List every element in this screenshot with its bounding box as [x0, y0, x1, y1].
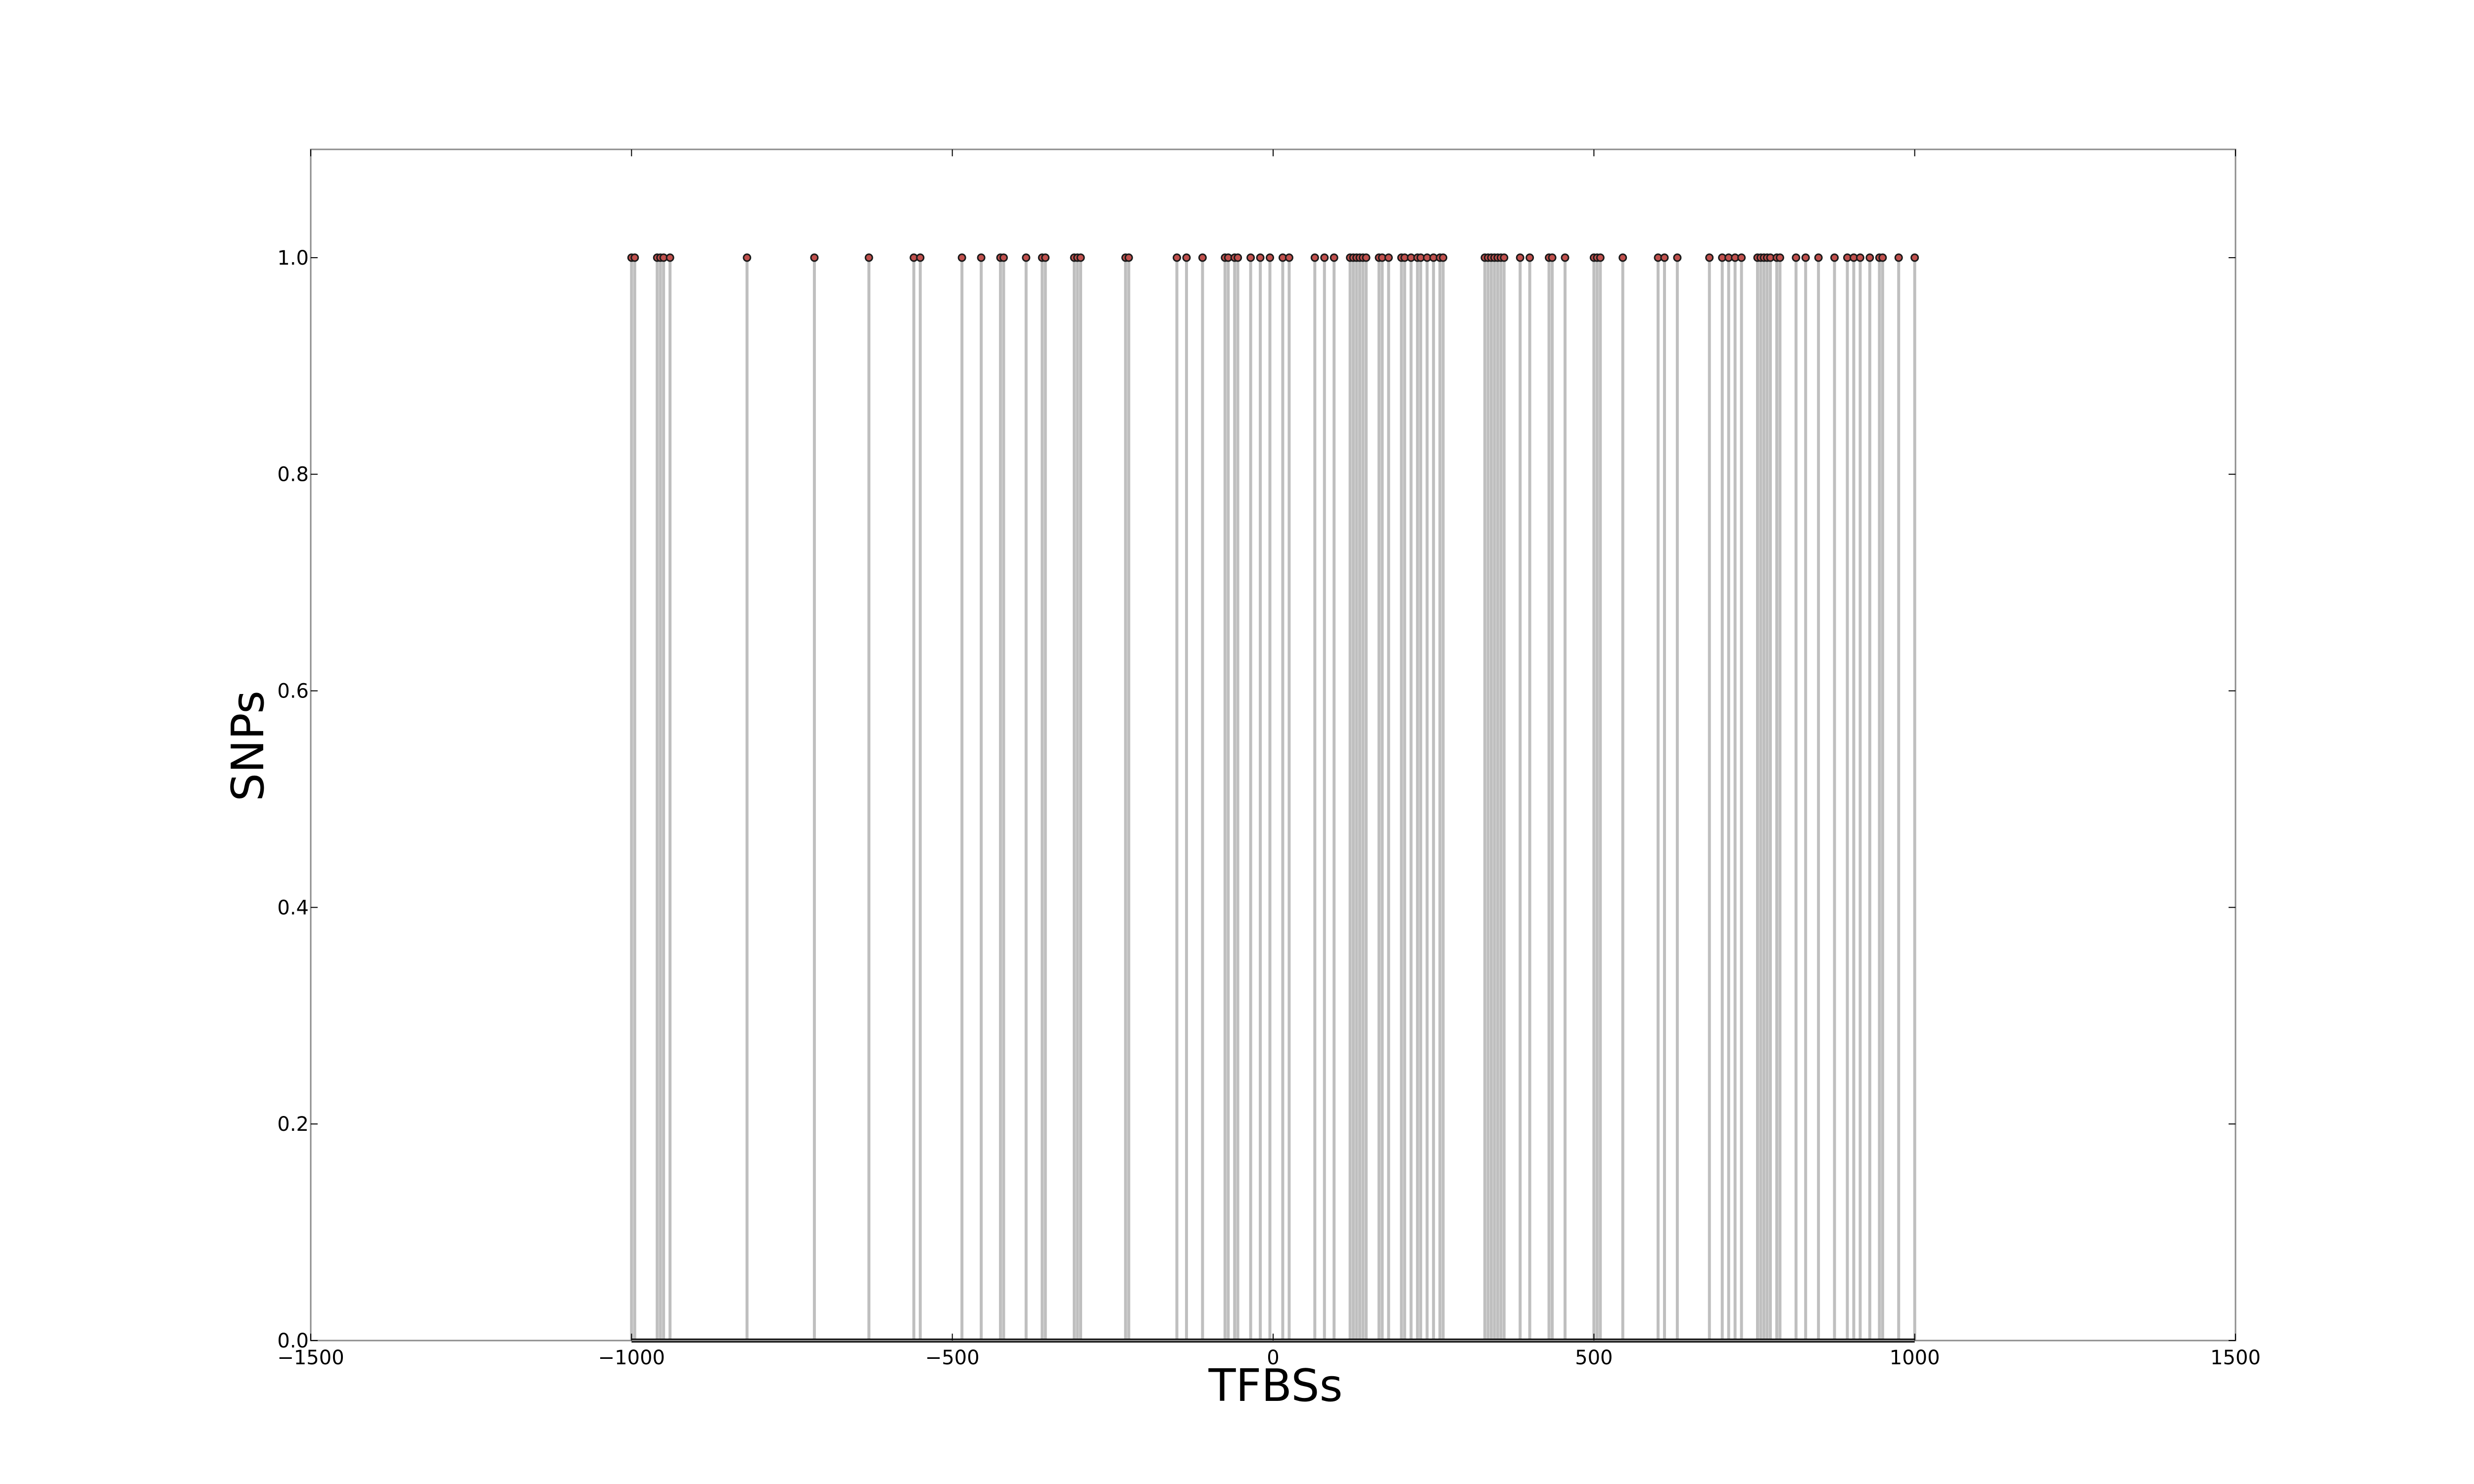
stem-marker [1910, 253, 1919, 262]
stem-marker [1439, 253, 1448, 262]
stem-marker [977, 253, 986, 262]
stem-marker [1596, 253, 1605, 262]
stem-markers [627, 253, 1919, 262]
stem-marker [1173, 253, 1181, 262]
stem-marker [1878, 253, 1887, 262]
stem-marker [1500, 253, 1509, 262]
stem-marker [999, 253, 1008, 262]
y-tick-label: 0.6 [277, 680, 309, 703]
stem-marker [1705, 253, 1714, 262]
axis-ticks: −1500 −1000 −500 0 500 1000 1500 0.0 0.2 0.4 0.6 0.… [277, 149, 2261, 1369]
stem-marker [864, 253, 873, 262]
stem-marker [1266, 253, 1275, 262]
x-tick-label: 500 [1575, 1346, 1613, 1369]
stem-marker [810, 253, 819, 262]
stem-marker [1285, 253, 1293, 262]
x-tick-label: −1000 [598, 1346, 665, 1369]
stem-marker [1856, 253, 1864, 262]
stem-marker [1076, 253, 1085, 262]
stem-marker [1022, 253, 1031, 262]
stem-marker [957, 253, 966, 262]
stem-marker [1182, 253, 1191, 262]
stem-marker [666, 253, 674, 262]
stem-marker [743, 253, 752, 262]
stem-marker [1256, 253, 1265, 262]
x-tick-label: 0 [1267, 1346, 1279, 1369]
stem-marker [1246, 253, 1255, 262]
stem-marker [1830, 253, 1839, 262]
stem-marker [1801, 253, 1810, 262]
x-tick-label: −1500 [277, 1346, 344, 1369]
stem-marker [1737, 253, 1746, 262]
stem-marker [1660, 253, 1669, 262]
y-tick-label: 0.4 [277, 896, 309, 919]
stem-marker [1234, 253, 1242, 262]
y-tick-label: 1.0 [277, 247, 309, 270]
stem-marker [1775, 253, 1784, 262]
stem-marker [1814, 253, 1823, 262]
x-tick-label: 1500 [2210, 1346, 2261, 1369]
stem-marker [1362, 253, 1371, 262]
stem-marker [1516, 253, 1524, 262]
x-axis-label: TFBSs [1208, 1360, 1343, 1412]
y-tick-label: 0.0 [277, 1330, 309, 1352]
stem-marker [1525, 253, 1534, 262]
stem-marker [1124, 253, 1133, 262]
stem-marker [1041, 253, 1050, 262]
stem-marker [1865, 253, 1874, 262]
stem-marker [1320, 253, 1329, 262]
stem-marker [1198, 253, 1207, 262]
x-tick-label: −500 [925, 1346, 980, 1369]
stem-lines [630, 257, 1916, 1341]
stem-marker [1894, 253, 1903, 262]
stem-marker [1548, 253, 1557, 262]
x-tick-label: 1000 [1890, 1346, 1940, 1369]
y-tick-label: 0.8 [277, 464, 309, 486]
stem-marker [1792, 253, 1801, 262]
stem-marker [630, 253, 639, 262]
stem-marker [1561, 253, 1570, 262]
stem-marker [916, 253, 925, 262]
stem-marker [1384, 253, 1393, 262]
stem-marker [1330, 253, 1338, 262]
stem-marker [1310, 253, 1319, 262]
y-tick-label: 0.2 [277, 1113, 309, 1136]
stem-marker [1673, 253, 1682, 262]
y-axis-label: SNPs [222, 691, 274, 801]
stem-marker [1618, 253, 1627, 262]
